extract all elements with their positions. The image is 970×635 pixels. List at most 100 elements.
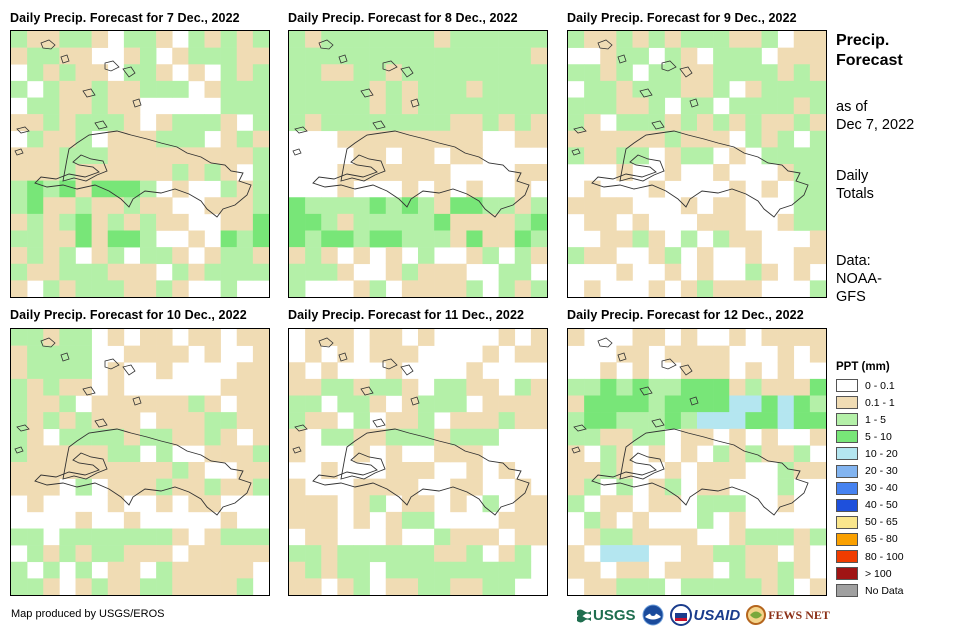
- precip-cell: [616, 80, 633, 98]
- precip-cell: [204, 395, 221, 413]
- precip-cell: [156, 80, 173, 98]
- precip-cell: [123, 31, 141, 48]
- precip-cell: [600, 528, 617, 546]
- legend-swatch: [836, 447, 858, 461]
- precip-cell: [418, 213, 435, 231]
- precip-cell: [305, 528, 322, 546]
- precip-cell: [385, 561, 403, 579]
- precip-cell: [648, 64, 666, 82]
- precip-cell: [697, 247, 714, 265]
- precip-cell: [107, 147, 125, 165]
- precip-cell: [450, 495, 467, 513]
- precip-cell: [466, 280, 483, 297]
- precip-cell: [434, 263, 451, 281]
- precip-cell: [156, 114, 173, 132]
- precip-cell: [107, 412, 125, 430]
- precip-cell: [568, 114, 585, 132]
- precip-cell: [729, 578, 746, 595]
- precip-cell: [568, 97, 585, 115]
- precip-cell: [664, 263, 682, 281]
- forecast-map: [10, 30, 270, 298]
- precip-cell: [140, 80, 157, 98]
- precip-cell: [568, 378, 585, 396]
- precip-cell: [107, 395, 125, 413]
- precip-cell: [321, 462, 338, 479]
- precip-cell: [27, 462, 44, 479]
- precip-cell: [450, 31, 467, 48]
- precip-cell: [664, 345, 682, 363]
- precip-cell: [140, 164, 157, 181]
- forecast-map-svg: [289, 31, 547, 297]
- precip-cell: [434, 164, 451, 181]
- precip-cell: [156, 495, 173, 513]
- precip-cell: [793, 97, 811, 115]
- precip-cell: [337, 180, 354, 198]
- precip-cell: [27, 213, 44, 231]
- precip-cell: [369, 395, 387, 413]
- precip-cell: [172, 395, 189, 413]
- legend-swatch: [836, 567, 858, 581]
- precip-cell: [75, 329, 92, 346]
- precip-cell: [498, 578, 516, 595]
- precip-cell: [664, 64, 682, 82]
- precip-cell: [220, 114, 238, 132]
- precip-cell: [172, 147, 189, 165]
- precip-cell: [156, 345, 173, 363]
- precip-cell: [156, 528, 173, 546]
- precip-cell: [369, 329, 387, 346]
- precip-cell: [466, 230, 483, 248]
- precip-cell: [236, 213, 254, 231]
- precip-cell: [729, 412, 746, 430]
- precip-cell: [289, 31, 306, 48]
- precip-cell: [632, 561, 649, 579]
- precip-cell: [107, 280, 125, 297]
- precip-cell: [321, 97, 338, 115]
- precip-cell: [514, 114, 532, 132]
- precip-cell: [353, 114, 370, 132]
- precip-cell: [123, 230, 141, 248]
- precip-cell: [466, 578, 483, 595]
- precip-cell: [401, 345, 419, 363]
- precip-cell: [600, 578, 617, 595]
- precip-cell: [777, 495, 795, 513]
- precip-cell: [568, 64, 585, 82]
- precip-cell: [809, 329, 826, 346]
- precip-cell: [369, 280, 387, 297]
- island-outline: [60, 352, 70, 362]
- precip-cell: [236, 64, 254, 82]
- precip-cell: [680, 345, 698, 363]
- precip-cell: [156, 578, 173, 595]
- precip-cell: [434, 230, 451, 248]
- precip-cell: [337, 561, 354, 579]
- precip-cell: [123, 164, 141, 181]
- precip-cell: [680, 445, 698, 463]
- precip-cell: [204, 164, 221, 181]
- precip-cell: [401, 495, 419, 513]
- precip-cell: [75, 428, 92, 446]
- precip-cell: [156, 428, 173, 446]
- precip-cell: [514, 64, 532, 82]
- precip-cell: [252, 378, 269, 396]
- precip-cell: [761, 445, 778, 463]
- as-of-label: as of Dec 7, 2022: [836, 98, 914, 134]
- precip-cell: [353, 230, 370, 248]
- precip-cell: [337, 64, 354, 82]
- precip-cell: [713, 197, 730, 215]
- precip-cell: [530, 345, 547, 363]
- precip-cell: [236, 247, 254, 265]
- precip-cell: [584, 578, 601, 595]
- precip-cell: [172, 412, 189, 430]
- precip-cell: [220, 378, 238, 396]
- precip-cell: [59, 247, 76, 265]
- precip-cell: [450, 528, 467, 546]
- precip-cell: [43, 197, 60, 215]
- precip-cell: [761, 130, 778, 148]
- legend-label: > 100: [865, 567, 892, 580]
- precip-cell: [75, 561, 92, 579]
- precip-cell: [514, 478, 532, 496]
- precip-cell: [75, 97, 92, 115]
- precip-cell: [43, 147, 60, 165]
- precip-cell: [514, 247, 532, 265]
- precip-cell: [713, 280, 730, 297]
- precip-cell: [777, 47, 795, 65]
